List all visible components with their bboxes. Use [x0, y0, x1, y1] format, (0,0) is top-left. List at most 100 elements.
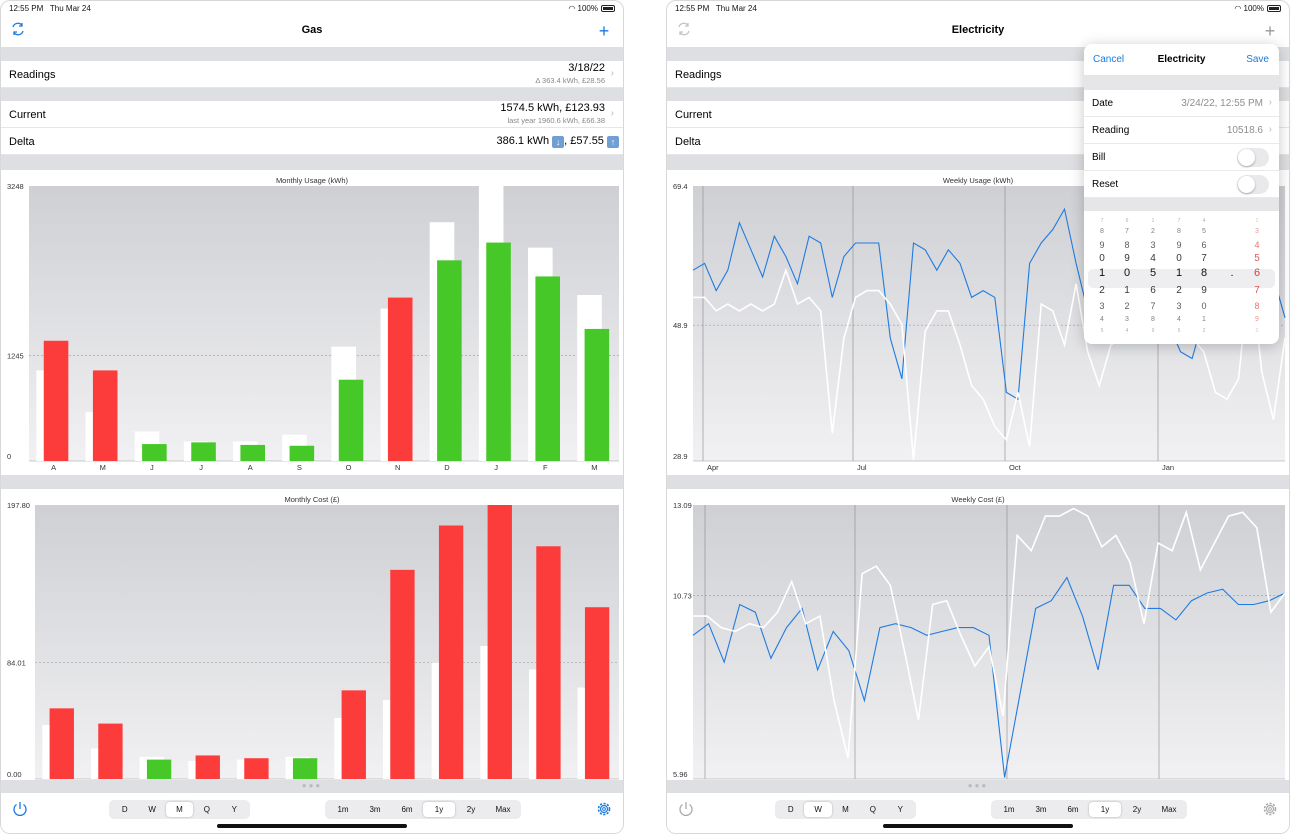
segment-1m[interactable]: 1m	[1003, 805, 1015, 814]
segment-m[interactable]: M	[165, 802, 194, 817]
segment-w[interactable]: W	[804, 802, 832, 817]
current-series-line	[693, 507, 1286, 759]
segment-1y[interactable]: 1y	[423, 802, 455, 817]
bill-label: Bill	[1092, 152, 1106, 163]
cancel-button[interactable]: Cancel	[1093, 54, 1125, 65]
wifi-icon: ◠	[1234, 4, 1242, 13]
picker-digit: 6	[1150, 285, 1156, 296]
picker-digit: 2	[1255, 218, 1259, 224]
picker-digit: 3	[1255, 228, 1259, 235]
page-dots[interactable]: ●●●	[967, 781, 989, 790]
power-icon[interactable]	[677, 800, 695, 818]
segment-1y[interactable]: 1y	[1089, 802, 1121, 817]
picker-digit: 4	[1254, 240, 1260, 250]
current-label: Current	[675, 109, 712, 121]
segment-3m[interactable]: 3m	[369, 805, 381, 814]
plus-icon[interactable]: +	[598, 21, 610, 41]
reading-row[interactable]: Reading 10518.6 ›	[1084, 117, 1279, 144]
x-tick-label: Oct	[1009, 463, 1022, 472]
status-right: ◠ 100%	[568, 4, 615, 13]
delta-row: Delta 386.1 kWh ↓, £57.55 ↑	[1, 128, 623, 155]
divider	[667, 475, 1289, 489]
y-tick-label: 3248	[7, 182, 24, 191]
bill-row: Bill	[1084, 144, 1279, 171]
y-tick-label: 10.73	[673, 592, 692, 601]
plus-icon[interactable]: +	[1264, 21, 1276, 41]
delta-label: Delta	[9, 136, 35, 148]
bill-toggle[interactable]	[1237, 148, 1269, 167]
current-bar	[244, 758, 269, 779]
picker-digit: 1	[1124, 285, 1130, 296]
chevron-right-icon: ›	[1268, 97, 1272, 108]
current-bar	[289, 445, 315, 461]
divider	[1084, 198, 1279, 211]
gear-icon[interactable]	[595, 800, 613, 818]
picker-digit: 2	[1099, 285, 1105, 296]
picker-digit: 8	[1254, 301, 1260, 311]
gear-icon[interactable]	[1261, 800, 1279, 818]
x-tick-label: F	[543, 463, 548, 472]
chart-title: Weekly Usage (kWh)	[942, 176, 1014, 185]
picker-digit: 0	[1255, 328, 1259, 334]
reading-digit-picker[interactable]: 7 8 9 0 1 2 3 4 5 6 7 8 9 0 1 2 3 4 1 2 3 4 5 6 7 8 9 7 8 9 0 1 2 3 4 5 4 5 6 7…	[1084, 211, 1279, 336]
power-icon[interactable]	[11, 800, 29, 818]
wifi-icon: ◠	[568, 4, 576, 13]
segment-d[interactable]: D	[121, 805, 128, 814]
segment-6m[interactable]: 6m	[401, 805, 413, 814]
segment-1m[interactable]: 1m	[337, 805, 349, 814]
segment-2y[interactable]: 2y	[466, 805, 476, 814]
segment-max[interactable]: Max	[1161, 805, 1177, 814]
date-row[interactable]: Date 3/24/22, 12:55 PM ›	[1084, 90, 1279, 117]
y-tick-label: 69.4	[673, 182, 688, 191]
picker-digit: 7	[1125, 228, 1129, 235]
segment-2y[interactable]: 2y	[1132, 805, 1142, 814]
current-bar	[142, 444, 167, 461]
save-button[interactable]: Save	[1246, 54, 1269, 65]
page-dots[interactable]: ●●●	[301, 781, 323, 790]
segment-y[interactable]: Y	[231, 805, 237, 814]
page-title: Electricity	[951, 24, 1005, 36]
picker-digit: 7	[1201, 253, 1207, 264]
current-label: Current	[9, 109, 46, 121]
segment-q[interactable]: Q	[203, 805, 211, 814]
current-bar	[584, 328, 610, 461]
x-tick-label: M	[100, 463, 106, 472]
segment-w[interactable]: W	[148, 805, 156, 814]
edit-reading-popover: Cancel Electricity Save Date 3/24/22, 12…	[1084, 44, 1279, 344]
segment-q[interactable]: Q	[869, 805, 877, 814]
picker-digit: 8	[1124, 240, 1130, 250]
reset-row: Reset	[1084, 171, 1279, 198]
segment-max[interactable]: Max	[495, 805, 511, 814]
x-tick-label: O	[346, 463, 352, 472]
picker-digit: 1	[1202, 316, 1206, 323]
reset-toggle[interactable]	[1237, 175, 1269, 194]
readings-label: Readings	[9, 69, 56, 81]
delta-label: Delta	[675, 136, 701, 148]
current-bar	[535, 276, 560, 461]
current-bar	[191, 442, 216, 461]
monthly-cost-chart: 197.80 84.01 0.00 Monthly Cost (£)	[1, 489, 623, 783]
refresh-icon[interactable]	[7, 21, 29, 43]
segment-3m[interactable]: 3m	[1035, 805, 1047, 814]
chart-title: Monthly Usage (kWh)	[275, 176, 349, 185]
current-bar	[536, 546, 561, 779]
segment-6m[interactable]: 6m	[1067, 805, 1079, 814]
x-tick-label: S	[297, 463, 302, 472]
chart-title: Monthly Cost (£)	[284, 495, 340, 504]
segment-d[interactable]: D	[787, 805, 794, 814]
picker-digit: 8	[1177, 228, 1181, 235]
readings-row[interactable]: Readings 3/18/22 Δ 363.4 kWh, £28.56 ›	[1, 61, 623, 88]
plot-background	[35, 505, 619, 779]
picker-digit: 4	[1125, 328, 1129, 334]
picker-digit: 0	[1099, 253, 1105, 264]
refresh-icon[interactable]	[673, 21, 695, 43]
current-row[interactable]: Current 1574.5 kWh, £123.93 last year 19…	[1, 101, 623, 128]
segment-m[interactable]: M	[842, 805, 849, 814]
picker-digit: 7	[1150, 301, 1156, 311]
x-tick-label: M	[591, 463, 597, 472]
nav-bar: Gas +	[1, 15, 623, 47]
picker-digit: 2	[1202, 328, 1206, 334]
segment-y[interactable]: Y	[897, 805, 903, 814]
